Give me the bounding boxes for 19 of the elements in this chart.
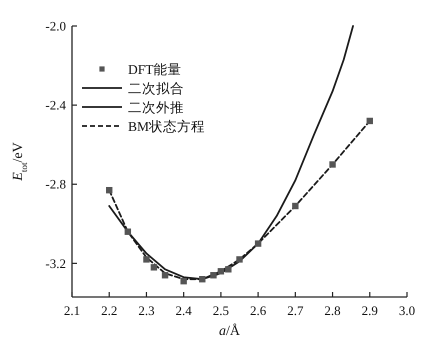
x-tick-label: 2.8 bbox=[324, 303, 341, 318]
legend-label: BM状态方程 bbox=[128, 119, 206, 134]
x-tick-label: 2.6 bbox=[250, 303, 267, 318]
x-tick-label: 2.1 bbox=[64, 303, 80, 318]
y-tick-label: -3.2 bbox=[45, 256, 66, 271]
x-tick-label: 2.5 bbox=[212, 303, 230, 318]
x-tick-label: 2.4 bbox=[176, 303, 192, 318]
y-tick-label: -2.4 bbox=[45, 98, 66, 113]
x-tick-label: 3.0 bbox=[398, 303, 416, 318]
x-tick-label: 2.9 bbox=[362, 303, 378, 318]
legend-label: DFT能量 bbox=[128, 62, 182, 77]
x-axis-title: a/Å bbox=[219, 323, 241, 339]
x-tick-label: 2.2 bbox=[101, 303, 118, 318]
x-tick-label: 2.3 bbox=[138, 303, 155, 318]
legend-label: 二次外推 bbox=[128, 100, 184, 115]
legend-label: 二次拟合 bbox=[128, 81, 184, 96]
x-tick-label: 2.7 bbox=[287, 303, 304, 318]
y-tick-label: -2.8 bbox=[45, 176, 66, 192]
y-tick-label: -2.0 bbox=[45, 18, 66, 34]
